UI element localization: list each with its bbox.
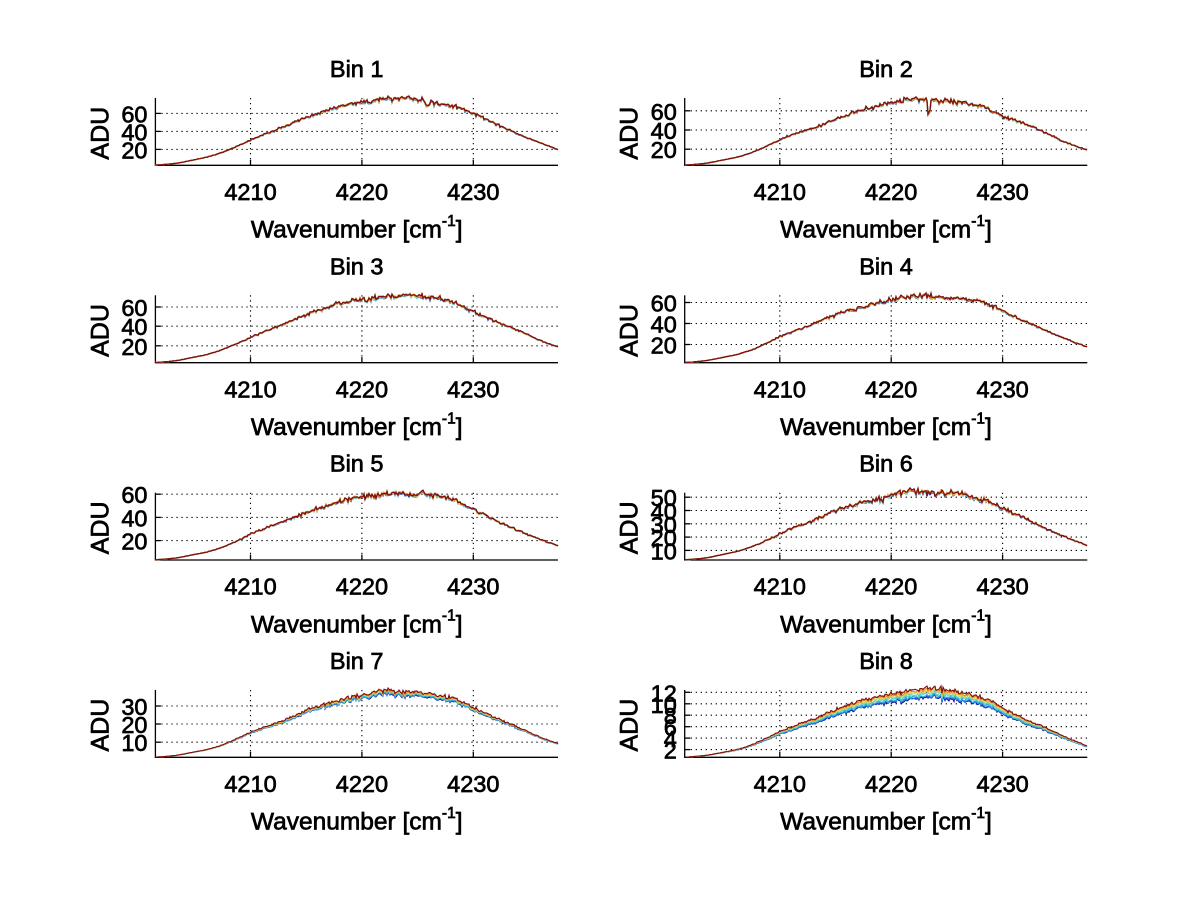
svg-text:4210: 4210 — [754, 771, 806, 797]
svg-text:Wavenumber [cm-1]: Wavenumber [cm-1] — [251, 213, 463, 244]
svg-text:2: 2 — [664, 738, 677, 764]
svg-text:4210: 4210 — [754, 179, 806, 205]
svg-text:4230: 4230 — [447, 574, 499, 600]
svg-text:ADU: ADU — [86, 502, 114, 555]
svg-text:12: 12 — [651, 680, 677, 706]
svg-text:4220: 4220 — [336, 771, 388, 797]
svg-text:60: 60 — [651, 99, 677, 125]
svg-text:20: 20 — [121, 529, 147, 555]
svg-text:20: 20 — [651, 333, 677, 359]
svg-text:4230: 4230 — [447, 771, 499, 797]
svg-text:20: 20 — [121, 712, 147, 738]
svg-text:40: 40 — [121, 505, 147, 531]
svg-text:30: 30 — [651, 512, 677, 538]
svg-text:Bin 1: Bin 1 — [330, 56, 384, 82]
svg-text:6: 6 — [664, 715, 677, 741]
svg-text:Wavenumber [cm-1]: Wavenumber [cm-1] — [780, 213, 992, 244]
svg-text:4210: 4210 — [754, 574, 806, 600]
svg-text:4220: 4220 — [865, 771, 917, 797]
svg-text:40: 40 — [651, 312, 677, 338]
svg-text:4210: 4210 — [224, 771, 276, 797]
svg-text:4230: 4230 — [447, 179, 499, 205]
svg-text:50: 50 — [651, 485, 677, 511]
svg-text:4: 4 — [664, 726, 677, 752]
svg-text:ADU: ADU — [616, 699, 644, 752]
svg-text:Wavenumber [cm-1]: Wavenumber [cm-1] — [780, 805, 992, 836]
svg-text:4230: 4230 — [976, 771, 1028, 797]
svg-text:Wavenumber [cm-1]: Wavenumber [cm-1] — [251, 805, 463, 836]
svg-text:4210: 4210 — [754, 376, 806, 402]
svg-text:20: 20 — [651, 525, 677, 551]
svg-text:30: 30 — [121, 694, 147, 720]
svg-text:4230: 4230 — [976, 574, 1028, 600]
svg-text:60: 60 — [121, 295, 147, 321]
svg-text:Bin 8: Bin 8 — [859, 648, 913, 674]
svg-text:4220: 4220 — [336, 179, 388, 205]
svg-text:ADU: ADU — [616, 502, 644, 555]
svg-text:20: 20 — [651, 137, 677, 163]
svg-text:Bin 6: Bin 6 — [859, 451, 913, 477]
svg-text:4230: 4230 — [447, 376, 499, 402]
svg-text:Wavenumber [cm-1]: Wavenumber [cm-1] — [780, 608, 992, 639]
svg-text:40: 40 — [651, 499, 677, 525]
svg-text:4210: 4210 — [224, 574, 276, 600]
svg-text:Bin 7: Bin 7 — [330, 648, 384, 674]
svg-text:60: 60 — [121, 482, 147, 508]
svg-text:10: 10 — [651, 538, 677, 564]
svg-text:ADU: ADU — [86, 107, 114, 160]
svg-text:4210: 4210 — [224, 179, 276, 205]
svg-text:60: 60 — [651, 291, 677, 317]
svg-text:ADU: ADU — [86, 304, 114, 357]
svg-text:60: 60 — [121, 101, 147, 127]
svg-text:Bin 3: Bin 3 — [330, 253, 384, 279]
svg-text:4230: 4230 — [976, 376, 1028, 402]
svg-text:4220: 4220 — [865, 376, 917, 402]
svg-text:4220: 4220 — [865, 179, 917, 205]
svg-text:4220: 4220 — [336, 376, 388, 402]
svg-text:40: 40 — [121, 314, 147, 340]
svg-text:4220: 4220 — [865, 574, 917, 600]
svg-text:40: 40 — [651, 118, 677, 144]
svg-text:4230: 4230 — [976, 179, 1028, 205]
svg-text:8: 8 — [664, 703, 677, 729]
svg-text:Wavenumber [cm-1]: Wavenumber [cm-1] — [251, 608, 463, 639]
svg-text:4220: 4220 — [336, 574, 388, 600]
svg-text:4210: 4210 — [224, 376, 276, 402]
svg-text:Bin 5: Bin 5 — [330, 451, 384, 477]
svg-text:10: 10 — [121, 730, 147, 756]
svg-text:ADU: ADU — [86, 699, 114, 752]
svg-text:Wavenumber [cm-1]: Wavenumber [cm-1] — [780, 410, 992, 441]
svg-text:10: 10 — [651, 692, 677, 718]
svg-text:Wavenumber [cm-1]: Wavenumber [cm-1] — [251, 410, 463, 441]
svg-text:ADU: ADU — [616, 304, 644, 357]
svg-text:Bin 4: Bin 4 — [859, 253, 913, 279]
svg-text:20: 20 — [121, 137, 147, 163]
svg-text:20: 20 — [121, 334, 147, 360]
svg-text:Bin 2: Bin 2 — [859, 56, 913, 82]
svg-text:40: 40 — [121, 119, 147, 145]
svg-text:ADU: ADU — [616, 107, 644, 160]
